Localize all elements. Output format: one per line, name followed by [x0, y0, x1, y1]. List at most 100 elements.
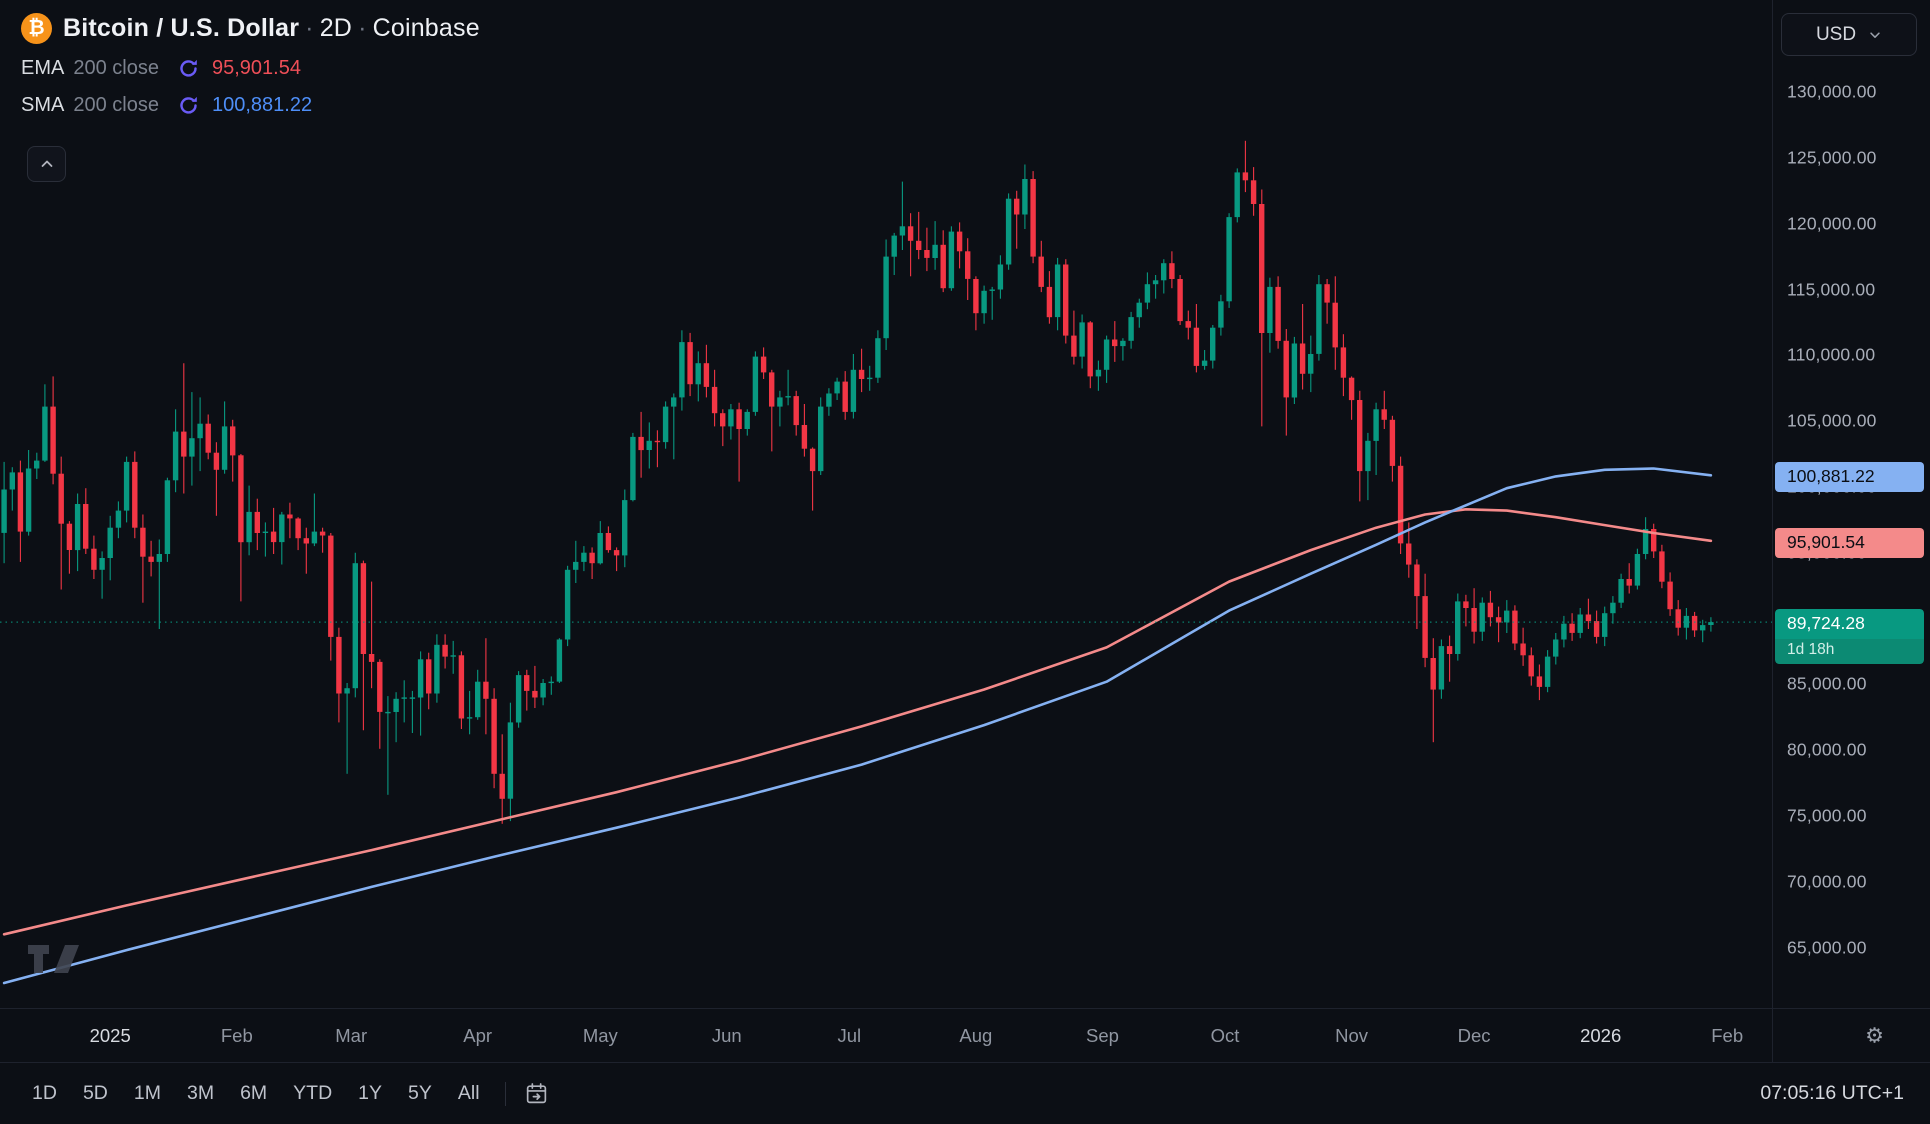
candle-body — [842, 381, 848, 412]
candle-body — [221, 426, 228, 470]
candle-body — [1675, 609, 1681, 628]
candle-body — [1071, 335, 1077, 357]
candle-body — [826, 393, 832, 407]
candle-body — [736, 409, 742, 429]
candle-body — [352, 563, 358, 689]
candle-body — [1316, 284, 1322, 354]
time-tick-label: Apr — [463, 1024, 493, 1046]
candle-body — [1553, 639, 1559, 657]
candle-body — [1610, 602, 1616, 614]
range-button-1m[interactable]: 1M — [133, 1082, 161, 1104]
range-button-6m[interactable]: 6M — [240, 1082, 268, 1104]
indicator-row-sma[interactable]: SMA 200 close 100,881.22 — [21, 92, 480, 118]
price-tick-label: 80,000.00 — [1787, 739, 1867, 760]
goto-date-button[interactable] — [519, 1076, 555, 1112]
candle-body — [1161, 263, 1167, 281]
candle-body — [107, 527, 113, 558]
candle-body — [1005, 198, 1012, 265]
candle-body — [115, 510, 122, 528]
range-button-1y[interactable]: 1Y — [358, 1082, 383, 1104]
candle-body — [1626, 579, 1632, 586]
price-tick-label: 85,000.00 — [1787, 673, 1867, 694]
collapse-legend-button[interactable] — [27, 146, 66, 182]
candle-body — [311, 531, 318, 544]
candle-body — [1022, 179, 1028, 215]
candle-body — [328, 535, 334, 637]
candle-body — [1308, 354, 1314, 374]
candle-body — [1634, 554, 1641, 586]
candle-body — [1185, 321, 1191, 328]
candle-body — [989, 289, 995, 291]
time-tick-label: 2026 — [1580, 1024, 1622, 1046]
time-tick-label: Dec — [1457, 1024, 1491, 1046]
candle-body — [1406, 543, 1412, 565]
time-axis[interactable]: ⚙ 2025 Feb Mar Apr May Jun Jul Aug Sep Oct Nov Dec 2… — [0, 1008, 1930, 1062]
candle-body — [1463, 601, 1469, 608]
candle-body — [123, 461, 130, 511]
bottom-toolbar: 1D 5D 1M 3M 6M YTD 1Y 5Y All 07:05:16 UTC+1 — [0, 1062, 1930, 1124]
range-button-5d[interactable]: 5D — [82, 1082, 108, 1104]
candle-body — [1169, 263, 1175, 279]
candle-body — [1275, 286, 1281, 341]
candle-body — [205, 423, 211, 453]
indicator-name: SMA — [21, 93, 65, 116]
candle-body — [703, 363, 710, 387]
candle-body — [924, 250, 930, 258]
indicator-row-ema[interactable]: EMA 200 close 95,901.54 — [21, 55, 480, 81]
range-button-1d[interactable]: 1D — [32, 1082, 57, 1104]
candle-body — [132, 461, 138, 528]
candle-body — [319, 531, 326, 536]
last-price-value: 89,724.28 — [1775, 609, 1924, 640]
indicator-value: 100,881.22 — [211, 93, 313, 116]
indicator-params: 200 close — [73, 93, 159, 116]
candle-body — [1332, 302, 1338, 348]
range-buttons: 1D 5D 1M 3M 6M YTD 1Y 5Y All — [20, 1075, 492, 1112]
candle-body — [1128, 317, 1134, 341]
time-tick-label: Nov — [1335, 1024, 1369, 1046]
time-tick-label: Oct — [1210, 1024, 1240, 1046]
candle-body — [891, 235, 897, 257]
candle-body — [475, 681, 481, 718]
price-tick-label: 105,000.00 — [1787, 410, 1877, 431]
gear-icon[interactable]: ⚙ — [1865, 1024, 1884, 1047]
indicator-params: 200 close — [73, 56, 159, 79]
candle-body — [17, 472, 24, 532]
candle-body — [99, 558, 105, 570]
candle-body — [254, 511, 260, 533]
candle-body — [409, 697, 416, 699]
candle-body — [679, 342, 685, 398]
range-button-3m[interactable]: 3M — [186, 1082, 215, 1104]
clock-label[interactable]: 07:05:16 UTC+1 — [1760, 1082, 1904, 1104]
candle-body — [1593, 621, 1600, 637]
candle-body — [1030, 179, 1036, 257]
tradingview-logo[interactable] — [27, 944, 81, 989]
currency-dropdown[interactable]: USD — [1781, 13, 1917, 56]
price-tick-label: 115,000.00 — [1787, 279, 1876, 299]
candle-body — [1095, 369, 1102, 377]
candle-body — [1038, 256, 1044, 287]
candle-body — [1512, 610, 1518, 644]
price-chart-canvas[interactable] — [0, 0, 1772, 1008]
symbol-title: Bitcoin / U.S. Dollar · 2D · Coinbase — [63, 14, 480, 43]
candle-body — [1577, 614, 1583, 633]
time-tick-label: May — [582, 1024, 618, 1046]
candle-body — [270, 531, 277, 543]
candle-body — [181, 431, 187, 457]
candle-body — [1438, 646, 1445, 690]
candle-body — [1177, 279, 1183, 322]
range-button-5y[interactable]: 5Y — [408, 1082, 432, 1104]
candle-body — [907, 226, 914, 241]
indicator-value: 95,901.54 — [211, 56, 301, 79]
candle-body — [189, 438, 195, 457]
symbol-title-row[interactable]: ₿ Bitcoin / U.S. Dollar · 2D · Coinbase — [21, 13, 480, 44]
candle-body — [1569, 623, 1575, 633]
candle-body — [965, 251, 971, 279]
range-button-all[interactable]: All — [457, 1082, 480, 1104]
range-button-ytd[interactable]: YTD — [293, 1082, 333, 1104]
chart-legend: ₿ Bitcoin / U.S. Dollar · 2D · Coinbase EMA … — [21, 13, 480, 118]
candle-body — [1455, 601, 1461, 654]
candle-body — [58, 473, 64, 524]
candle-body — [1642, 529, 1649, 554]
candle-body — [74, 504, 81, 551]
candle-body — [401, 697, 407, 699]
